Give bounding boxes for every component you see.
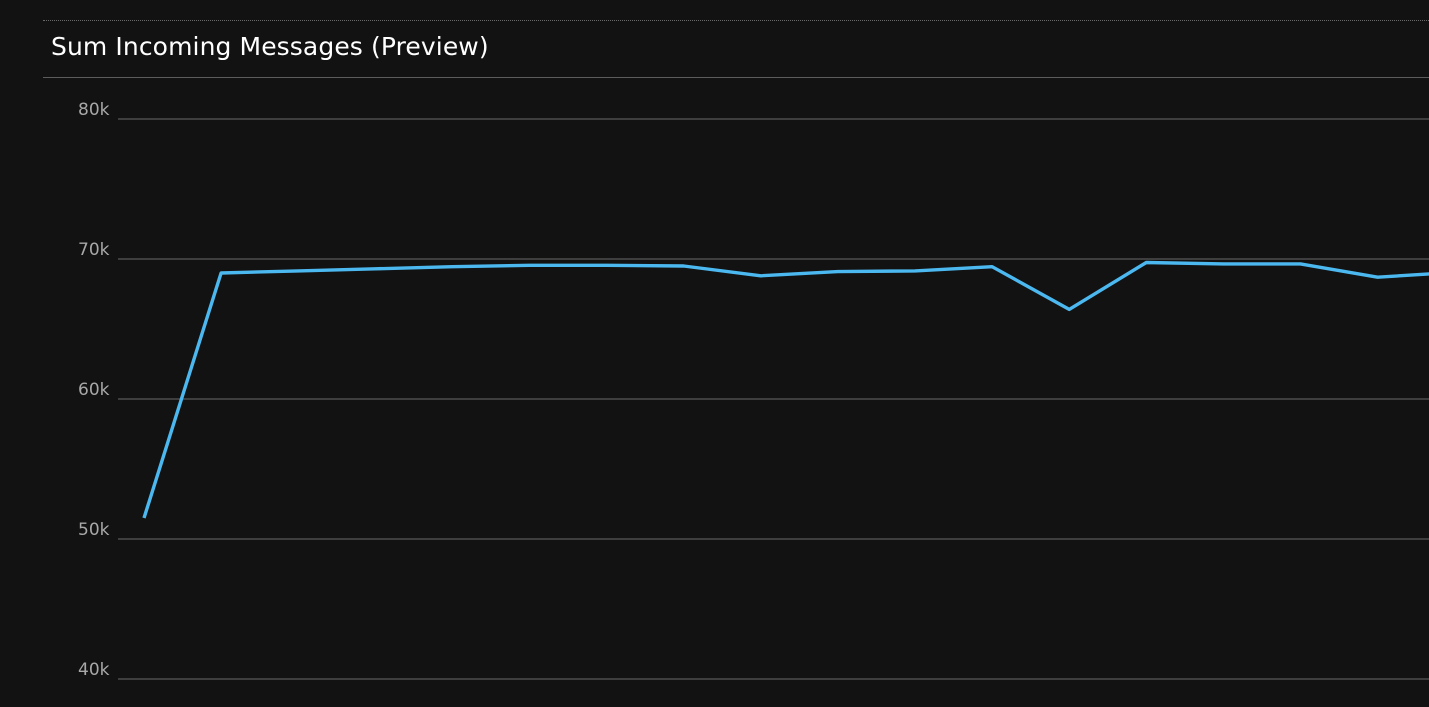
data-point[interactable]	[446, 261, 458, 273]
tile-top-divider	[43, 20, 1429, 21]
y-tick-label-50k: 50k	[78, 520, 110, 540]
y-tick-label-60k: 60k	[78, 380, 110, 400]
data-point[interactable]	[1140, 257, 1152, 269]
data-point[interactable]	[215, 267, 227, 279]
chart-title[interactable]: Sum Incoming Messages (Preview)	[51, 32, 489, 61]
data-point[interactable]	[1217, 258, 1229, 270]
data-point[interactable]	[524, 259, 536, 271]
data-point[interactable]	[909, 265, 921, 277]
series-line-0[interactable]	[142, 260, 1429, 519]
data-point[interactable]	[369, 263, 381, 275]
data-point[interactable]	[678, 260, 690, 272]
header-divider	[43, 77, 1429, 78]
data-point[interactable]	[138, 512, 150, 524]
data-point[interactable]	[832, 266, 844, 278]
y-axis-tick-labels: 80k 70k 60k 50k 40k	[78, 100, 110, 680]
data-point[interactable]	[755, 270, 767, 282]
gridlines	[118, 118, 1429, 680]
data-point[interactable]	[986, 261, 998, 273]
data-point[interactable]	[1372, 271, 1384, 283]
data-point[interactable]	[1063, 303, 1075, 315]
y-tick-label-80k: 80k	[78, 100, 110, 120]
data-point[interactable]	[1295, 258, 1307, 270]
y-tick-label-70k: 70k	[78, 240, 110, 260]
data-point[interactable]	[601, 259, 613, 271]
data-point[interactable]	[292, 265, 304, 277]
y-tick-label-40k: 40k	[78, 660, 110, 680]
series-layer[interactable]	[138, 257, 1429, 525]
